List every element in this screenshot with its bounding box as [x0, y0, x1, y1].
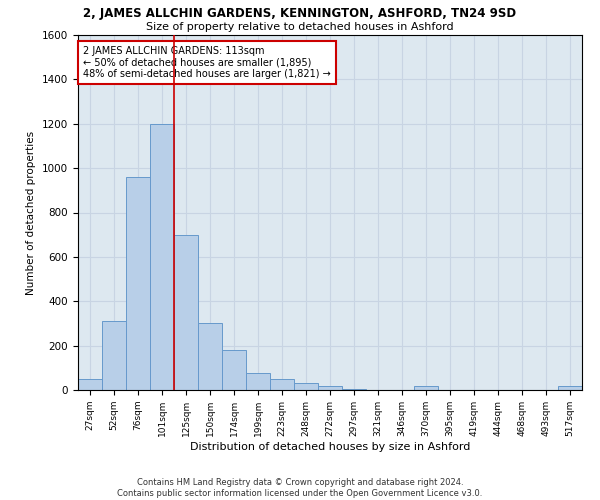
- Bar: [342, 389, 366, 390]
- Bar: [78, 379, 102, 390]
- Bar: [294, 384, 318, 390]
- Text: 2, JAMES ALLCHIN GARDENS, KENNINGTON, ASHFORD, TN24 9SD: 2, JAMES ALLCHIN GARDENS, KENNINGTON, AS…: [83, 8, 517, 20]
- Bar: [558, 386, 582, 390]
- Bar: [318, 386, 342, 390]
- Bar: [126, 177, 150, 390]
- Bar: [414, 386, 438, 390]
- Bar: [198, 324, 222, 390]
- Bar: [174, 234, 198, 390]
- Y-axis label: Number of detached properties: Number of detached properties: [26, 130, 37, 294]
- Bar: [270, 379, 294, 390]
- Bar: [246, 374, 270, 390]
- Bar: [222, 350, 246, 390]
- Bar: [150, 124, 174, 390]
- Text: 2 JAMES ALLCHIN GARDENS: 113sqm
← 50% of detached houses are smaller (1,895)
48%: 2 JAMES ALLCHIN GARDENS: 113sqm ← 50% of…: [83, 46, 331, 79]
- X-axis label: Distribution of detached houses by size in Ashford: Distribution of detached houses by size …: [190, 442, 470, 452]
- Bar: [102, 321, 126, 390]
- Text: Size of property relative to detached houses in Ashford: Size of property relative to detached ho…: [146, 22, 454, 32]
- Text: Contains HM Land Registry data © Crown copyright and database right 2024.
Contai: Contains HM Land Registry data © Crown c…: [118, 478, 482, 498]
